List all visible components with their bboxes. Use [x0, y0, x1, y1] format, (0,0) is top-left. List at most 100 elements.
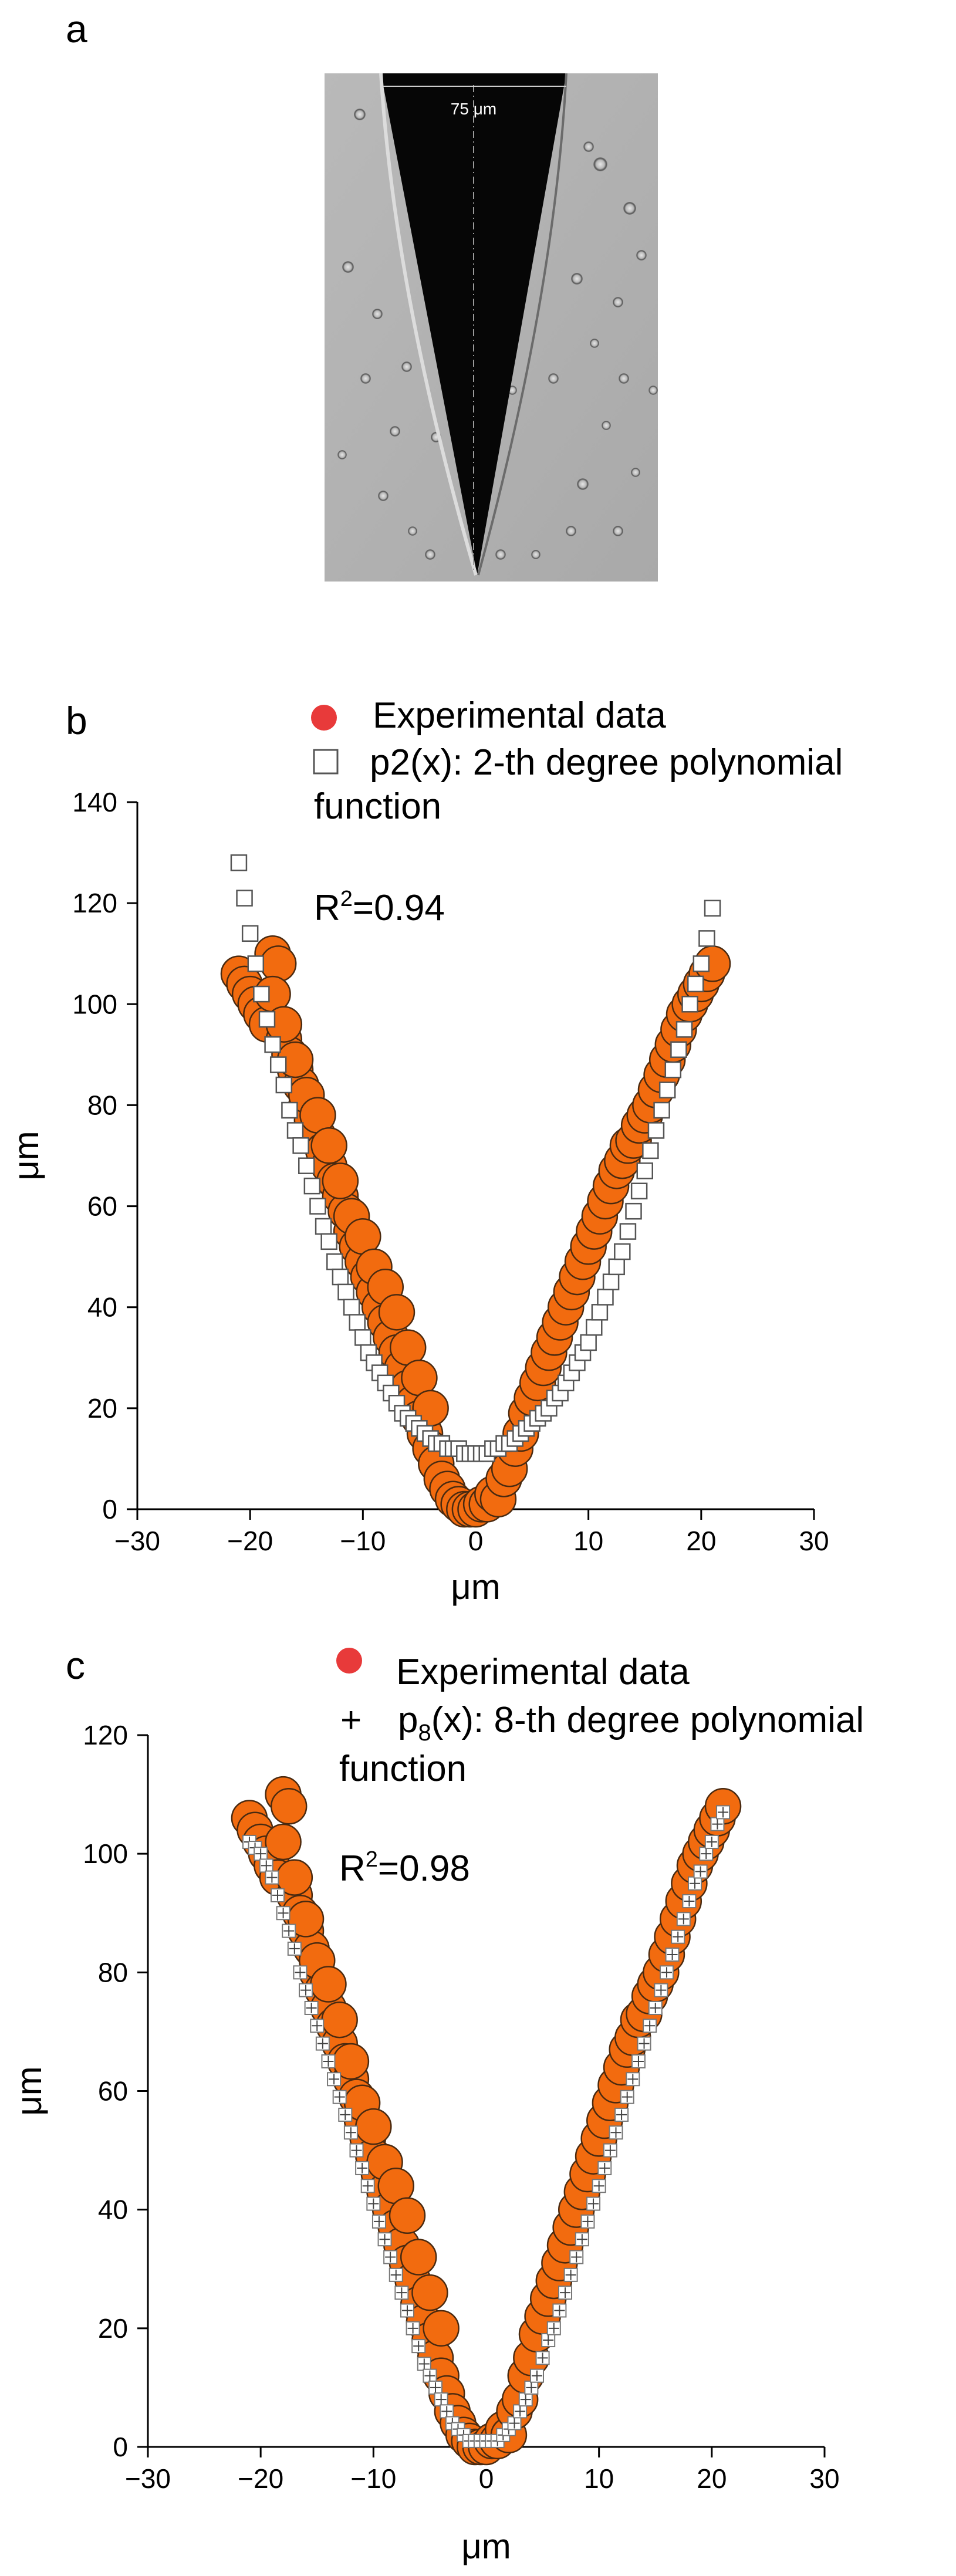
fit-point	[309, 1198, 326, 1215]
bead-26	[390, 426, 400, 437]
bead-2	[623, 202, 636, 215]
bead-21	[613, 297, 623, 307]
pipette-edge-right	[477, 73, 567, 576]
chart-c: −30 −20 −10 0 10 20 30 0 20 40 60 80 100 120 μm μm Expe…	[9, 1648, 864, 2566]
y-tick-label: 100	[83, 1838, 128, 1869]
fit-point	[327, 2072, 342, 2087]
fit-point	[349, 2143, 364, 2158]
fit-point	[440, 2404, 454, 2419]
experimental-point	[321, 2001, 358, 2039]
fit-point	[269, 1056, 287, 1073]
fit-point	[377, 2232, 392, 2247]
chart-b-axes: −30 −20 −10 0 10 20 30 0 20 40 60 80 100 120 140 μm μm	[6, 787, 829, 1607]
fit-point	[303, 1177, 321, 1195]
fit-point	[394, 2286, 409, 2300]
fit-point	[276, 1906, 290, 1921]
bead-16	[631, 468, 640, 477]
y-tick-label: 0	[113, 2432, 128, 2462]
plus-legend-icon: +	[340, 1700, 362, 1740]
y-tick-label: 20	[87, 1393, 117, 1424]
experimental-point	[265, 1823, 302, 1861]
x-tick-label: 30	[799, 1526, 829, 1556]
bead-3	[619, 373, 629, 384]
fit-point	[608, 1258, 625, 1276]
experimental-point	[400, 2239, 437, 2276]
fit-point	[366, 2196, 381, 2211]
bead-0	[354, 109, 366, 120]
fit-point	[552, 2303, 567, 2318]
experimental-data-legend-icon	[336, 1648, 362, 1674]
fit-point	[609, 2125, 623, 2140]
fit-point	[710, 1817, 725, 1831]
y-tick-label: 100	[72, 989, 117, 1019]
fit-point	[659, 1965, 674, 1980]
bead-22	[636, 250, 647, 261]
y-tick-label: 0	[102, 1494, 117, 1524]
fit-point	[602, 1273, 620, 1290]
fit-point	[648, 2000, 663, 2015]
experimental-point	[322, 1162, 359, 1199]
scale-bar-label: 75 μm	[451, 100, 496, 118]
legend-p8-label-line2: function	[339, 1749, 467, 1789]
experimental-point	[259, 945, 297, 982]
chart-c-experimental-series	[231, 1776, 742, 2466]
bead-13	[531, 550, 541, 559]
fit-point	[315, 1218, 332, 1235]
pipette-tip	[381, 73, 566, 575]
y-tick-label: 80	[98, 1957, 128, 1987]
fit-point	[558, 2286, 573, 2300]
fit-point	[236, 890, 253, 907]
fit-point	[349, 1314, 366, 1331]
fit-point	[434, 2392, 448, 2407]
fit-point	[592, 2179, 606, 2193]
panel-c-label: c	[66, 1644, 85, 1687]
fit-point	[411, 2339, 426, 2354]
bead-14	[566, 526, 576, 536]
chart-c-fit-series	[242, 1805, 731, 2448]
fit-point	[675, 1021, 693, 1038]
r-squared-annotation-b: R2=0.94	[314, 887, 445, 928]
fit-point	[682, 1894, 697, 1909]
x-tick-label: −30	[114, 1526, 160, 1556]
fit-point	[406, 2321, 420, 2335]
x-tick-label: 0	[468, 1526, 484, 1556]
fit-point	[292, 1137, 309, 1154]
fit-point	[692, 955, 710, 972]
fit-point	[524, 2380, 539, 2395]
fit-point	[423, 2368, 437, 2383]
experimental-point	[378, 1294, 415, 1331]
fit-point	[258, 1010, 276, 1028]
bead-9	[378, 491, 389, 501]
x-tick-label: −10	[350, 2463, 396, 2494]
experimental-point	[411, 2274, 448, 2311]
fit-point	[704, 1834, 719, 1849]
fit-point	[354, 1329, 371, 1346]
x-axis-label: μm	[451, 1567, 501, 1607]
fit-point	[310, 2019, 325, 2033]
fit-point	[253, 985, 270, 1003]
fit-point	[699, 1847, 714, 1861]
fit-point	[275, 1076, 293, 1094]
chart-c-axes: −30 −20 −10 0 10 20 30 0 20 40 60 80 100 120 μm μm	[9, 1720, 840, 2566]
fit-point	[383, 2250, 398, 2264]
fit-point	[264, 1036, 281, 1053]
bead-27	[648, 386, 658, 395]
fit-point	[704, 900, 721, 917]
legend-p2-label-line1: p2(x): 2-th degree polynomial	[370, 742, 843, 783]
fit-point	[389, 2267, 403, 2282]
fit-point	[304, 2000, 319, 2015]
fit-point	[647, 1122, 665, 1139]
y-tick-label: 120	[83, 1720, 128, 1750]
x-tick-label: 10	[573, 1526, 603, 1556]
experimental-point	[310, 1127, 347, 1164]
fit-point	[580, 2214, 595, 2229]
y-tick-label: 20	[98, 2313, 128, 2344]
fit-point	[546, 2321, 561, 2335]
fit-point	[343, 1299, 360, 1316]
fit-point	[282, 1923, 296, 1938]
panel-b-label: b	[66, 699, 87, 742]
fit-point	[653, 1101, 670, 1119]
y-tick-label: 60	[98, 2076, 128, 2107]
experimental-point	[270, 1788, 308, 1825]
fit-point	[658, 1081, 676, 1098]
